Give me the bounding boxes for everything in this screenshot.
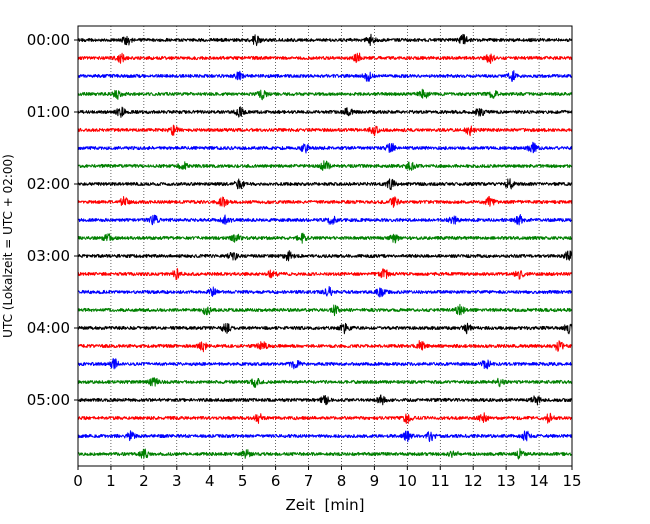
x-axis-label: Zeit [min]	[285, 496, 364, 514]
trace-layer	[77, 33, 573, 460]
y-tick-label: 05:00	[27, 391, 70, 409]
x-tick-label: 3	[172, 472, 182, 490]
trace-0215	[77, 195, 573, 208]
grid-layer	[110, 26, 540, 466]
plot-frame	[77, 25, 573, 467]
trace-0245	[77, 232, 573, 244]
trace-0045	[77, 88, 573, 101]
y-axis: 00:00 01:00 02:00 03:00 04:00 05:00	[27, 31, 78, 409]
x-tick-label: 14	[530, 472, 549, 490]
y-tick-label: 03:00	[27, 247, 70, 265]
trace-0200	[77, 178, 573, 191]
x-tick-label: 10	[398, 472, 417, 490]
x-tick-label: 9	[370, 472, 380, 490]
trace-0145	[77, 160, 573, 171]
trace-0515	[77, 412, 573, 424]
trace-0015	[77, 52, 573, 64]
x-tick-label: 0	[73, 472, 83, 490]
y-axis-label: UTC (Lokalzeit = UTC + 02:00)	[1, 154, 15, 338]
trace-0330	[77, 285, 573, 298]
y-tick-label: 01:00	[27, 103, 70, 121]
trace-0130	[77, 141, 573, 154]
trace-0415	[77, 340, 573, 353]
trace-0100	[77, 106, 573, 118]
trace-0400	[77, 322, 573, 335]
y-tick-label: 04:00	[27, 319, 70, 337]
trace-0445	[77, 377, 573, 388]
trace-0115	[77, 124, 573, 137]
trace-0345	[77, 303, 573, 317]
x-axis: 0 1 2 3 4 5 6 7 8 9 10 11 12 13 14 15	[73, 466, 582, 490]
trace-0030	[77, 70, 573, 83]
trace-0500	[77, 394, 573, 406]
trace-0300	[77, 250, 573, 262]
x-tick-label: 2	[139, 472, 149, 490]
trace-0530	[77, 430, 573, 443]
y-tick-label: 00:00	[27, 31, 70, 49]
trace-0000	[77, 33, 573, 47]
x-tick-label: 15	[562, 472, 581, 490]
x-tick-label: 11	[431, 472, 450, 490]
trace-0315	[77, 268, 573, 281]
trace-0230	[77, 214, 573, 226]
x-tick-label: 4	[205, 472, 215, 490]
x-tick-label: 7	[304, 472, 314, 490]
trace-0545	[77, 448, 573, 460]
trace-0430	[77, 358, 573, 370]
x-tick-label: 1	[106, 472, 116, 490]
x-tick-label: 13	[497, 472, 516, 490]
y-tick-label: 02:00	[27, 175, 70, 193]
x-tick-label: 8	[337, 472, 347, 490]
x-tick-label: 5	[238, 472, 248, 490]
x-tick-label: 6	[271, 472, 281, 490]
x-tick-label: 12	[464, 472, 483, 490]
